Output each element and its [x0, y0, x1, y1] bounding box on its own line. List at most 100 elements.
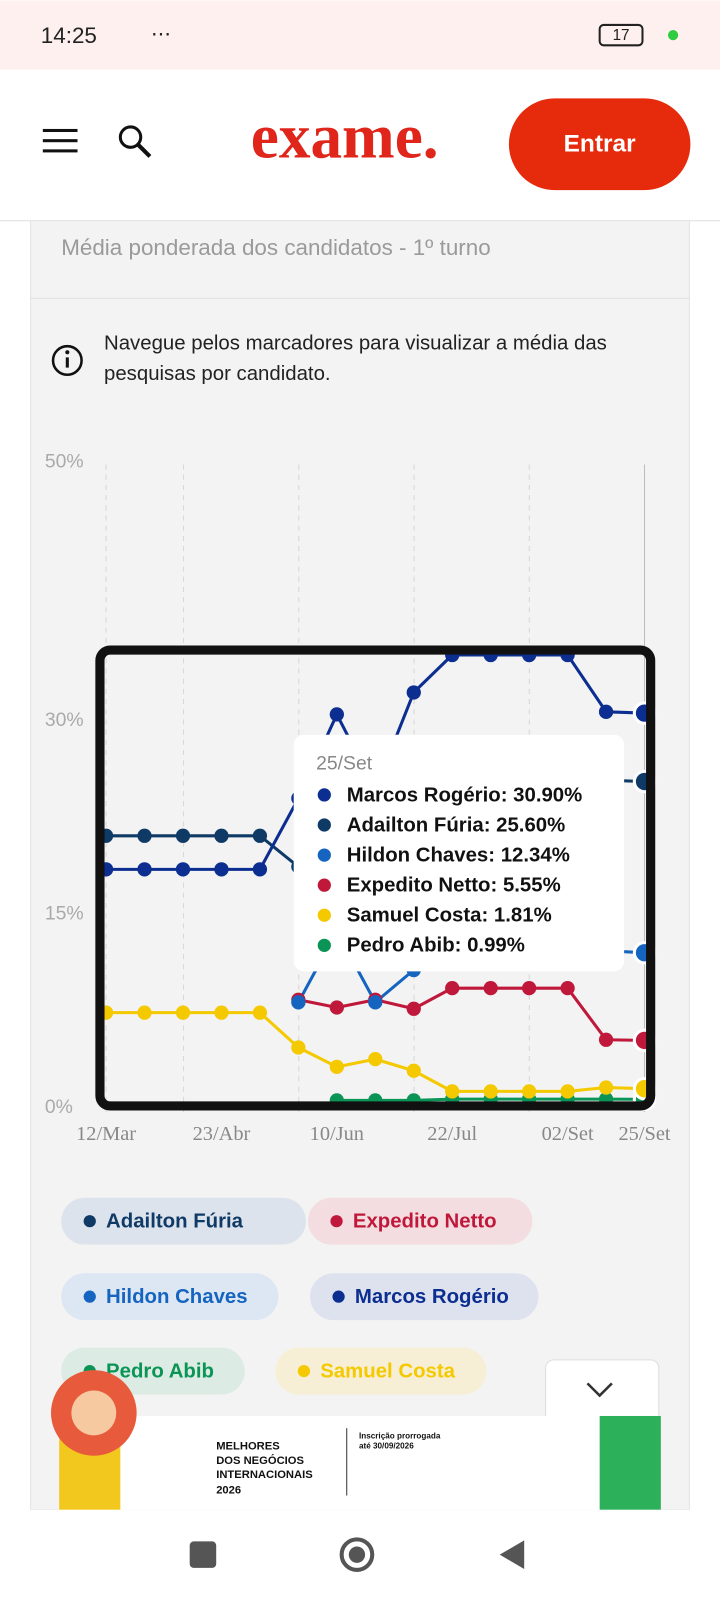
nav-recent[interactable] [189, 1541, 217, 1568]
legend-chip[interactable] [310, 1273, 539, 1321]
data-point [252, 1005, 268, 1020]
info-icon-stem [65, 357, 69, 368]
info-icon [51, 344, 83, 377]
legend-chip[interactable] [61, 1197, 306, 1245]
data-point [598, 1032, 614, 1047]
nav-back[interactable] [499, 1540, 525, 1569]
x-tick-label: 10/Jun [310, 1123, 364, 1145]
ad-decoration [599, 1415, 661, 1510]
legend-label: Samuel Costa [320, 1361, 455, 1383]
data-point [522, 980, 537, 996]
data-point [406, 1063, 421, 1078]
data-point [137, 828, 152, 843]
nav-home[interactable] [339, 1537, 375, 1573]
series-line [298, 986, 645, 1042]
data-point [329, 1059, 344, 1075]
legend-label: Pedro Abib [106, 1361, 214, 1383]
login-button[interactable] [508, 98, 691, 191]
legend-chip[interactable] [61, 1273, 279, 1321]
data-point [368, 1051, 383, 1067]
data-point [445, 1084, 460, 1099]
tooltip-line: Pedro Abib: 0.99% [347, 935, 525, 957]
legend-chip[interactable] [275, 1347, 487, 1395]
tooltip-dot [317, 878, 331, 892]
ad-text: 2026 [216, 1484, 241, 1496]
data-point [214, 828, 229, 843]
y-tick-label: 0% [45, 1096, 73, 1118]
data-point [137, 862, 152, 877]
tooltip-dot [317, 818, 331, 832]
legend-dot [297, 1364, 311, 1378]
ad-text: DOS NEGÓCIOS [216, 1454, 304, 1467]
tooltip-dot [317, 938, 331, 952]
legend-dot [330, 1215, 343, 1228]
tooltip-dot [317, 908, 331, 922]
legend-label: Adailton Fúria [106, 1211, 244, 1233]
data-point [175, 862, 191, 877]
tooltip-line: Adailton Fúria: 25.60% [347, 814, 566, 836]
focus-frame [95, 645, 656, 1111]
info-icon-dot [65, 350, 70, 355]
ad-text: Inscrição prorrogada [359, 1432, 441, 1441]
chevron[interactable] [586, 1382, 613, 1398]
data-point [252, 828, 268, 843]
battery-level: 17 [613, 27, 630, 44]
data-point [598, 1080, 614, 1095]
cookie-icon[interactable] [71, 1390, 117, 1436]
legend-dot [332, 1290, 345, 1303]
data-point [137, 1005, 152, 1020]
tooltip-line: Hildon Chaves: 12.34% [347, 844, 570, 866]
data-point [214, 862, 229, 877]
x-tick-label: 02/Set [542, 1123, 594, 1145]
info-text: pesquisas por candidato. [104, 363, 331, 385]
login-label[interactable]: Entrar [564, 131, 637, 158]
data-point [483, 1084, 498, 1099]
chart-subtitle: Média ponderada dos candidatos - 1º turn… [61, 235, 491, 260]
ad-banner[interactable] [59, 1415, 661, 1510]
x-tick-label: 12/Mar [76, 1123, 136, 1145]
legend-chip[interactable] [307, 1197, 533, 1245]
data-point [368, 995, 383, 1010]
data-point [598, 704, 614, 719]
data-point [291, 995, 306, 1010]
ad-text: até 30/09/2026 [359, 1442, 414, 1451]
tooltip-line: Samuel Costa: 1.81% [347, 905, 552, 927]
ad-text: INTERNACIONAIS [216, 1469, 313, 1481]
status-time: 14:25 [41, 23, 97, 48]
legend-label: Expedito Netto [353, 1211, 497, 1233]
data-point [291, 1040, 306, 1055]
data-point [175, 1005, 191, 1020]
data-point [522, 1084, 537, 1099]
y-tick-label: 30% [45, 709, 84, 731]
data-point [406, 1001, 421, 1016]
tooltip-dot [317, 848, 331, 862]
tooltip-box [293, 734, 625, 972]
data-point [329, 707, 344, 722]
legend: Adailton Fúria Expedito Netto Hildon Chave… [61, 1197, 539, 1395]
info-text: Navegue pelos marcadores para visualizar… [104, 333, 607, 355]
data-point [560, 1084, 575, 1099]
x-tick-label: 23/Abr [193, 1123, 251, 1145]
tooltip-line: Expedito Netto: 5.55% [347, 875, 561, 897]
data-point [560, 980, 575, 996]
search-icon[interactable] [118, 125, 152, 158]
menu-icon[interactable] [42, 128, 78, 153]
legend-dot [83, 1290, 96, 1303]
tooltip-title: 25/Set [316, 752, 373, 774]
nav-home-dot [348, 1546, 366, 1563]
y-tick-label: 50% [45, 451, 84, 473]
logo[interactable]: exame. [251, 102, 439, 172]
legend-dot [83, 1215, 96, 1228]
battery [598, 23, 644, 47]
charging-dot [667, 30, 679, 41]
x-tick-label: 22/Jul [427, 1123, 477, 1145]
data-point [329, 1000, 344, 1015]
legend-label: Hildon Chaves [106, 1286, 248, 1308]
tooltip-line: Marcos Rogério: 30.90% [347, 784, 583, 806]
status-icons: ⋯ [151, 24, 171, 46]
data-point [175, 828, 191, 843]
data-point [214, 1005, 229, 1020]
x-tick-label: 25/Set [618, 1123, 670, 1145]
data-point [483, 980, 498, 996]
